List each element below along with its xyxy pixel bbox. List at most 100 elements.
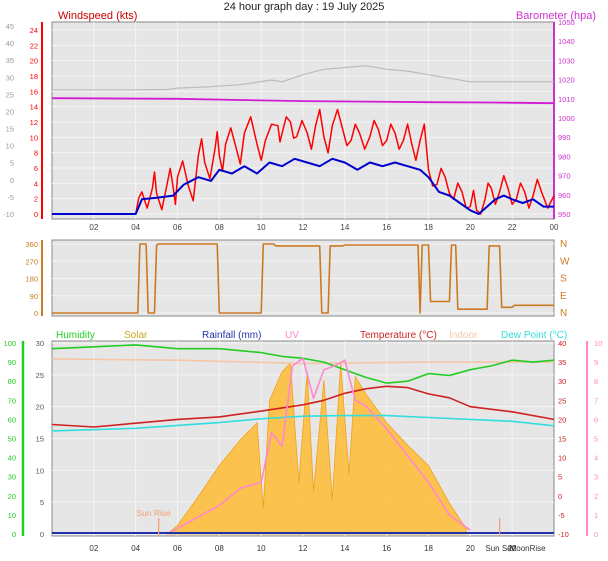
uv-tick-label: 0 xyxy=(594,530,598,539)
wind-x-tick-label: 14 xyxy=(340,223,349,232)
direction-tick-label: 90 xyxy=(30,292,38,301)
wind-x-tick-label: 16 xyxy=(382,223,391,232)
humidity-line xyxy=(51,344,555,384)
temperature-line xyxy=(51,385,555,428)
temperature-right-tick-label: 0 xyxy=(558,492,562,501)
temperature-right-tick-label: 35 xyxy=(558,358,566,367)
conditions-legend: Humidity Solar Rainfall (mm) UV Temperature … xyxy=(56,330,567,341)
uv-tick-label: 3 xyxy=(594,473,598,482)
solar-area xyxy=(165,362,467,535)
wind-tick-label: 12 xyxy=(30,118,38,127)
outer-left-ticks: 45 40 35 30 25 20 15 10 5 0 -5 -10 xyxy=(3,22,14,219)
temperature-right-tick-label: -5 xyxy=(558,511,565,520)
direction-left-ticks: 360 270 180 90 0 xyxy=(25,240,43,318)
wind-x-tick-label: 22 xyxy=(508,223,517,232)
temperature-right-tick-label: 10 xyxy=(558,454,566,463)
wind-tick-label: 24 xyxy=(30,26,38,35)
wind-tick-label: 4 xyxy=(34,179,38,188)
temperature-left-tick-label: 5 xyxy=(40,498,44,507)
humidity-tick-label: 90 xyxy=(8,358,16,367)
conditions-x-tick-label: 06 xyxy=(173,544,182,553)
wind-tick-label: 2 xyxy=(34,195,38,204)
temperature-left-tick-label: 30 xyxy=(36,339,44,348)
uv-tick-label: 6 xyxy=(594,415,598,424)
wind-x-ticks: 02 04 06 08 10 12 14 16 18 20 22 00 xyxy=(89,223,559,232)
temperature-right-tick-label: 30 xyxy=(558,377,566,386)
wind-tick-label: 10 xyxy=(30,133,38,142)
wind-x-tick-label: 18 xyxy=(424,223,433,232)
wind-x-tick-label: 04 xyxy=(131,223,140,232)
direction-tick-label: 360 xyxy=(25,240,38,249)
legend-label: Indoor xyxy=(449,330,478,341)
wind-tick-label: 6 xyxy=(34,164,38,173)
wind-tick-label: 0 xyxy=(34,210,38,219)
conditions-x-tick-label: 12 xyxy=(299,544,308,553)
indoor-line xyxy=(51,358,554,365)
conditions-x-tick-label: 14 xyxy=(340,544,349,553)
temperature-left-tick-label: 0 xyxy=(40,530,44,539)
wind-x-tick-label: 00 xyxy=(550,223,559,232)
compass-tick-label: E xyxy=(560,291,567,302)
compass-tick-label: N xyxy=(560,308,567,319)
uv-tick-label: 7 xyxy=(594,396,598,405)
barometer-tick-label: 1000 xyxy=(558,114,575,123)
humidity-tick-label: 80 xyxy=(8,377,16,386)
wind-x-tick-label: 02 xyxy=(89,223,98,232)
barometer-tick-label: 980 xyxy=(558,152,571,161)
wind-tick-label: 16 xyxy=(30,87,38,96)
humidity-tick-label: 20 xyxy=(8,492,16,501)
wind-x-tick-label: 12 xyxy=(299,223,308,232)
wind-average-line xyxy=(52,157,554,215)
barometer-tick-label: 960 xyxy=(558,191,571,200)
wind-tick-label: 18 xyxy=(30,72,38,81)
legend-label: Solar xyxy=(124,330,148,341)
wind-direction-line xyxy=(52,243,554,314)
legend-label: Temperature (°C) xyxy=(360,330,437,341)
uv-line xyxy=(166,357,471,535)
compass-tick-label: W xyxy=(560,256,570,267)
barometer-right-ticks: 1050 1040 1030 1020 1010 1000 990 980 970 960 950 xyxy=(553,18,575,219)
temperature-right-tick-label: 5 xyxy=(558,473,562,482)
barometer-tick-label: 990 xyxy=(558,133,571,142)
uv-tick-label: 2 xyxy=(594,492,598,501)
wind-axis-label: Windspeed (kts) xyxy=(58,10,137,22)
temperature-left-tick-label: 25 xyxy=(36,371,44,380)
wind-x-tick-label: 20 xyxy=(466,223,475,232)
humidity-tick-label: 40 xyxy=(8,454,16,463)
uv-tick-label: 9 xyxy=(594,358,598,367)
wind-tick-label: 20 xyxy=(30,57,38,66)
dew-point-line xyxy=(51,414,555,432)
uv-tick-label: 1 xyxy=(594,511,598,520)
outer-tick-label: 10 xyxy=(6,142,14,151)
wind-series xyxy=(51,65,555,215)
wind-gridlines xyxy=(52,22,555,219)
legend-label: Dew Point (°C) xyxy=(501,330,567,341)
outer-tick-label: -5 xyxy=(7,193,14,202)
humidity-tick-label: 10 xyxy=(8,511,16,520)
conditions-x-tick-label: MoonRise xyxy=(510,544,547,553)
temperature-right-tick-label: 25 xyxy=(558,396,566,405)
barometer-axis-label: Barometer (hpa) xyxy=(516,10,596,22)
humidity-tick-label: 0 xyxy=(12,530,16,539)
humidity-tick-label: 50 xyxy=(8,435,16,444)
conditions-x-tick-label: 02 xyxy=(89,544,98,553)
temperature-left-ticks: 30 25 20 15 10 5 0 xyxy=(36,339,44,539)
direction-gridlines xyxy=(52,243,554,314)
temperature-left-tick-label: 20 xyxy=(36,403,44,412)
reference-trace-line xyxy=(52,65,554,91)
barometer-tick-label: 970 xyxy=(558,172,571,181)
barometer-tick-label: 1010 xyxy=(558,95,575,104)
conditions-x-tick-label: 16 xyxy=(382,544,391,553)
humidity-tick-label: 70 xyxy=(8,396,16,405)
uv-tick-label: 5 xyxy=(594,435,598,444)
barometer-tick-label: 1050 xyxy=(558,18,575,27)
sunrise-label: Sun Rise xyxy=(136,508,171,518)
humidity-tick-label: 60 xyxy=(8,415,16,424)
page-title: 24 hour graph day : 19 July 2025 xyxy=(224,1,385,13)
legend-label: UV xyxy=(285,330,299,341)
direction-tick-label: 270 xyxy=(25,257,38,266)
